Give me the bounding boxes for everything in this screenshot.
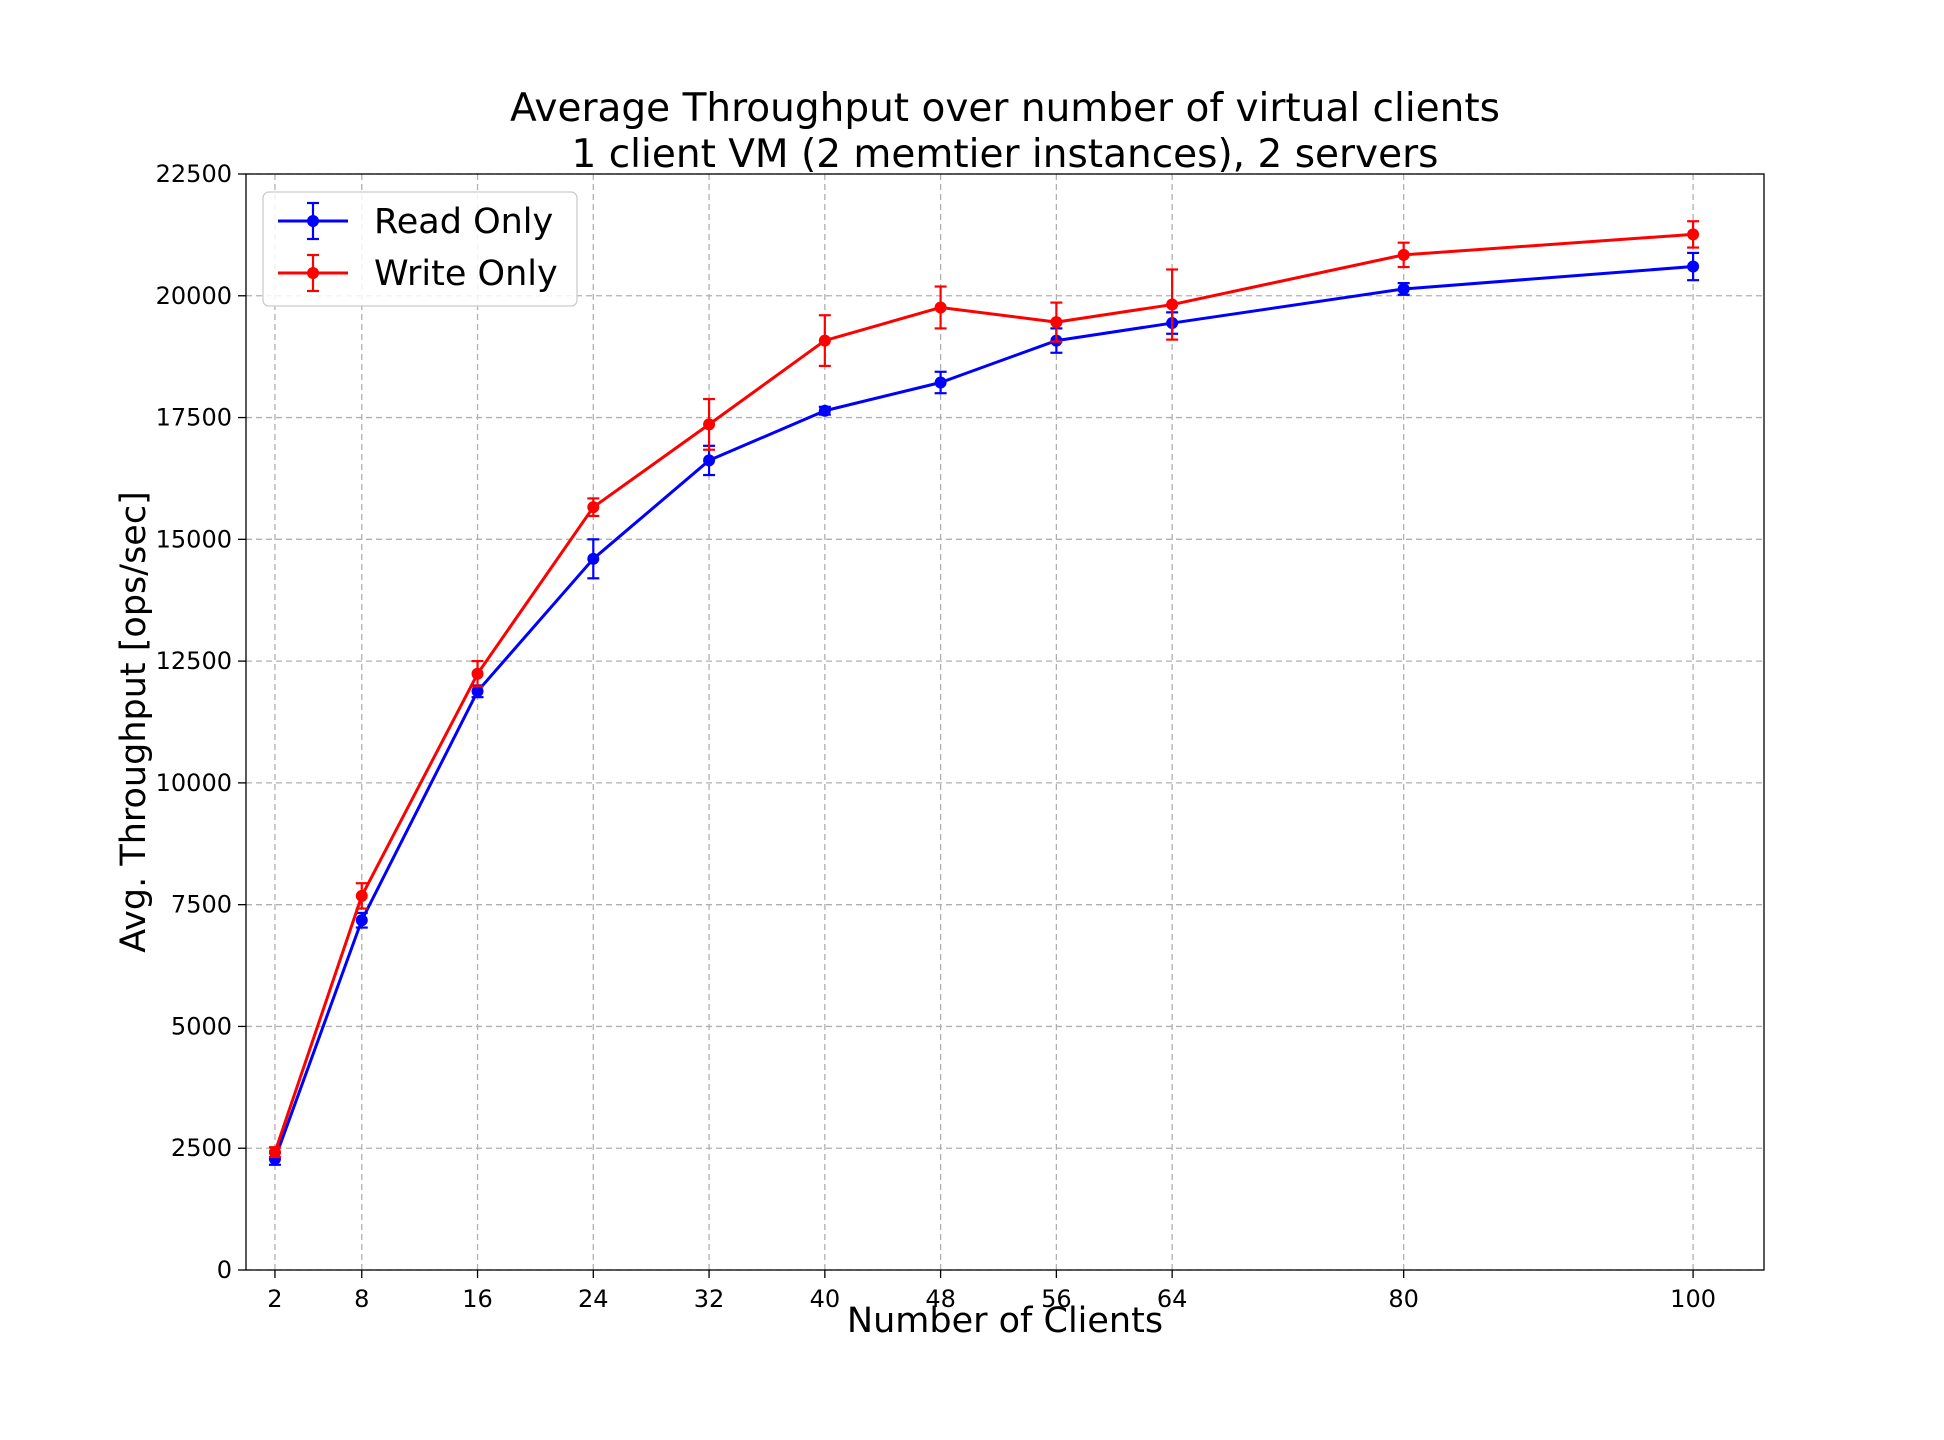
legend-entry: Read Only	[278, 201, 553, 242]
data-point	[587, 552, 600, 565]
data-point	[268, 1146, 281, 1159]
x-tick-label: 100	[1670, 1285, 1716, 1313]
series-layer	[268, 220, 1700, 1166]
x-tick-label: 48	[925, 1285, 956, 1313]
y-tick-label: 2500	[171, 1134, 232, 1162]
legend-label: Read Only	[374, 202, 553, 242]
series-write-only	[268, 220, 1700, 1159]
data-point	[934, 376, 947, 389]
y-tick-label: 22500	[156, 160, 232, 188]
x-tick-label: 80	[1388, 1285, 1419, 1313]
plot-frame	[245, 173, 1765, 1271]
y-tick-label: 12500	[156, 647, 232, 675]
x-tick-label: 8	[354, 1285, 369, 1313]
data-point	[355, 889, 368, 902]
y-tick-label: 0	[217, 1256, 232, 1284]
data-point	[1397, 282, 1410, 295]
x-tick-label: 32	[694, 1285, 725, 1313]
data-point	[703, 418, 716, 431]
data-point	[1687, 228, 1700, 241]
x-tick-label: 40	[810, 1285, 841, 1313]
data-point	[703, 454, 716, 467]
x-tick-label: 24	[578, 1285, 609, 1313]
x-axis-label: Number of Clients	[847, 1301, 1163, 1341]
y-axis-label: Avg. Throughput [ops/sec]	[114, 491, 154, 952]
data-point	[818, 404, 831, 417]
grid	[246, 173, 1764, 1271]
x-tick-label: 64	[1157, 1285, 1188, 1313]
y-tick-label: 20000	[156, 282, 232, 310]
data-point	[1050, 316, 1063, 329]
y-tick-label: 7500	[171, 891, 232, 919]
y-tick-label: 15000	[156, 525, 232, 553]
legend-marker	[307, 267, 319, 279]
legend: Read Only Write Only	[262, 191, 578, 307]
x-tick-label: 2	[267, 1285, 282, 1313]
legend-entry: Write Only	[278, 253, 558, 294]
series-read-only	[268, 251, 1700, 1166]
ticks: 2 8 16 24 32 40 48 56 64 80 100 0 2500 5000 7500 10000 1…	[156, 160, 1716, 1313]
data-point	[934, 301, 947, 314]
data-point	[1687, 260, 1700, 273]
series-line-read-only	[273, 265, 1694, 1160]
data-point	[471, 685, 484, 698]
y-tick-label: 10000	[156, 769, 232, 797]
data-point	[818, 334, 831, 347]
series-line-write-only	[273, 232, 1694, 1153]
data-point	[1397, 248, 1410, 261]
data-point	[471, 667, 484, 680]
legend-label: Write Only	[374, 254, 558, 294]
x-tick-label: 16	[462, 1285, 493, 1313]
data-point	[587, 501, 600, 514]
legend-marker	[307, 215, 319, 227]
chart-title: Average Throughput over number of virtua…	[510, 86, 1500, 131]
y-tick-label: 17500	[156, 404, 232, 432]
data-point	[355, 914, 368, 927]
chart-subtitle: 1 client VM (2 memtier instances), 2 ser…	[572, 132, 1439, 177]
y-tick-label: 5000	[171, 1012, 232, 1040]
x-tick-label: 56	[1041, 1285, 1072, 1313]
data-point	[1166, 298, 1179, 311]
